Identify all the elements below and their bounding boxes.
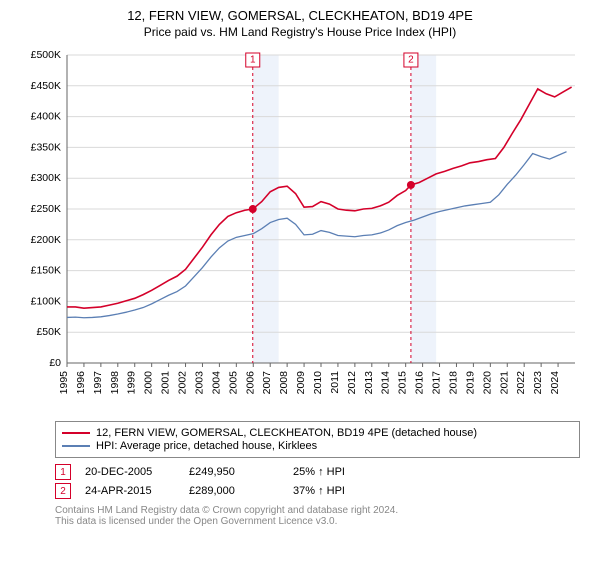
svg-text:£0: £0 (49, 357, 61, 369)
sale-delta: 25% ↑ HPI (293, 466, 383, 478)
svg-text:2001: 2001 (160, 371, 172, 395)
sale-price: £289,000 (189, 485, 279, 497)
svg-text:2003: 2003 (193, 371, 205, 395)
svg-text:2012: 2012 (346, 371, 358, 395)
svg-text:2020: 2020 (481, 371, 493, 395)
sale-row: 1 20-DEC-2005 £249,950 25% ↑ HPI (55, 464, 580, 480)
svg-text:1995: 1995 (58, 371, 70, 395)
svg-text:2008: 2008 (278, 371, 290, 395)
svg-text:£50K: £50K (36, 326, 61, 338)
sales-table: 1 20-DEC-2005 £249,950 25% ↑ HPI 2 24-APR-201… (55, 464, 580, 499)
svg-text:2011: 2011 (329, 371, 341, 394)
svg-text:£500K: £500K (31, 49, 61, 61)
chart-title: 12, FERN VIEW, GOMERSAL, CLECKHEATON, BD… (0, 8, 600, 23)
svg-text:2000: 2000 (143, 371, 155, 395)
line-chart: £0 £50K £100K £150K £200K £250K £300K £350K £400… (15, 45, 585, 415)
svg-text:2022: 2022 (515, 371, 527, 395)
svg-text:2014: 2014 (380, 371, 392, 395)
sale-marker-icon: 1 (55, 464, 71, 480)
svg-text:£300K: £300K (31, 172, 61, 184)
svg-text:2009: 2009 (295, 371, 307, 395)
svg-text:2006: 2006 (244, 371, 256, 395)
svg-text:2024: 2024 (549, 371, 561, 395)
chart-container: 12, FERN VIEW, GOMERSAL, CLECKHEATON, BD… (0, 8, 600, 527)
legend-swatch (62, 432, 90, 434)
svg-text:£400K: £400K (31, 111, 61, 123)
sale-row: 2 24-APR-2015 £289,000 37% ↑ HPI (55, 483, 580, 499)
svg-text:2007: 2007 (261, 371, 273, 395)
svg-text:£150K: £150K (31, 265, 61, 277)
svg-text:1999: 1999 (126, 371, 138, 395)
svg-text:2015: 2015 (397, 371, 409, 395)
svg-text:2017: 2017 (431, 371, 443, 395)
svg-text:1996: 1996 (75, 371, 87, 395)
svg-text:2: 2 (408, 55, 414, 66)
sale-delta: 37% ↑ HPI (293, 485, 383, 497)
legend-label: HPI: Average price, detached house, Kirk… (96, 440, 317, 452)
svg-text:2023: 2023 (532, 371, 544, 395)
footer-line-1: Contains HM Land Registry data © Crown c… (55, 505, 580, 516)
sale-date: 24-APR-2015 (85, 485, 175, 497)
legend: 12, FERN VIEW, GOMERSAL, CLECKHEATON, BD… (55, 421, 580, 458)
svg-text:2013: 2013 (363, 371, 375, 395)
svg-text:2004: 2004 (210, 371, 222, 395)
footer-line-2: This data is licensed under the Open Gov… (55, 516, 580, 527)
legend-swatch (62, 445, 90, 447)
svg-text:£250K: £250K (31, 203, 61, 215)
chart-subtitle: Price paid vs. HM Land Registry's House … (0, 25, 600, 39)
svg-text:1998: 1998 (109, 371, 121, 395)
svg-text:£200K: £200K (31, 234, 61, 246)
svg-text:£100K: £100K (31, 295, 61, 307)
svg-text:2002: 2002 (177, 371, 189, 395)
svg-text:2018: 2018 (447, 371, 459, 395)
legend-item: 12, FERN VIEW, GOMERSAL, CLECKHEATON, BD… (62, 427, 573, 439)
svg-text:1997: 1997 (92, 371, 104, 395)
attribution-footer: Contains HM Land Registry data © Crown c… (55, 505, 580, 527)
sale-date: 20-DEC-2005 (85, 466, 175, 478)
sale-price: £249,950 (189, 466, 279, 478)
legend-item: HPI: Average price, detached house, Kirk… (62, 440, 573, 452)
svg-text:2005: 2005 (227, 371, 239, 395)
legend-label: 12, FERN VIEW, GOMERSAL, CLECKHEATON, BD… (96, 427, 477, 439)
svg-text:2019: 2019 (464, 371, 476, 395)
svg-text:2016: 2016 (414, 371, 426, 395)
svg-text:£450K: £450K (31, 80, 61, 92)
svg-text:1: 1 (250, 55, 256, 66)
svg-text:2010: 2010 (312, 371, 324, 395)
sale-marker-icon: 2 (55, 483, 71, 499)
svg-text:2021: 2021 (498, 371, 510, 395)
svg-text:£350K: £350K (31, 141, 61, 153)
